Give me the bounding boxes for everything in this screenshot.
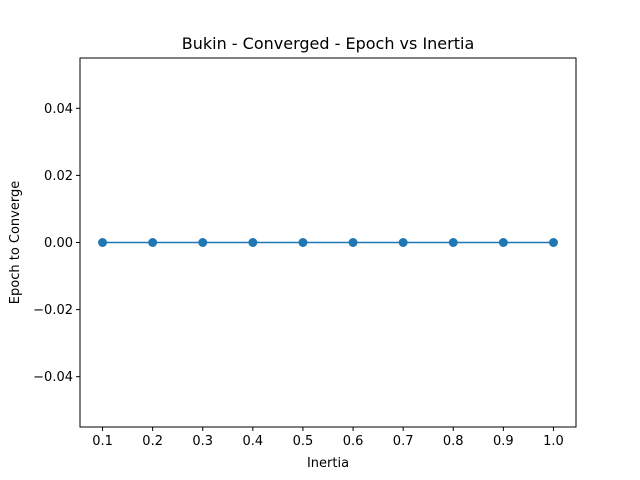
x-tick-label: 1.0 bbox=[543, 434, 564, 449]
data-point bbox=[98, 238, 108, 247]
x-tick-label: 0.8 bbox=[443, 434, 464, 449]
data-point bbox=[198, 238, 208, 247]
x-tick-label: 0.4 bbox=[243, 434, 264, 449]
plot-frame bbox=[79, 57, 577, 428]
data-point bbox=[148, 238, 158, 247]
data-point bbox=[448, 238, 458, 247]
x-tick-label: 0.7 bbox=[393, 434, 414, 449]
data-point bbox=[248, 238, 258, 247]
data-point bbox=[398, 238, 408, 247]
x-tick-label: 0.3 bbox=[192, 434, 213, 449]
x-tick-label: 0.5 bbox=[293, 434, 314, 449]
y-tick-label: −0.02 bbox=[33, 303, 73, 318]
data-point bbox=[298, 238, 308, 247]
x-tick-label: 0.1 bbox=[92, 434, 113, 449]
y-tick-label: −0.04 bbox=[33, 370, 73, 385]
data-point bbox=[348, 238, 358, 247]
x-tick-label: 0.9 bbox=[493, 434, 514, 449]
data-point bbox=[498, 238, 508, 247]
x-axis-label: Inertia bbox=[307, 456, 349, 471]
x-tick-label: 0.6 bbox=[343, 434, 364, 449]
y-axis-label: Epoch to Converge bbox=[8, 181, 23, 304]
x-tick-label: 0.2 bbox=[142, 434, 163, 449]
chart-title: Bukin - Converged - Epoch vs Inertia bbox=[182, 34, 475, 53]
y-tick-label: 0.04 bbox=[44, 102, 73, 117]
data-point bbox=[548, 238, 558, 247]
y-tick-label: 0.00 bbox=[44, 236, 73, 251]
y-tick-label: 0.02 bbox=[44, 169, 73, 184]
